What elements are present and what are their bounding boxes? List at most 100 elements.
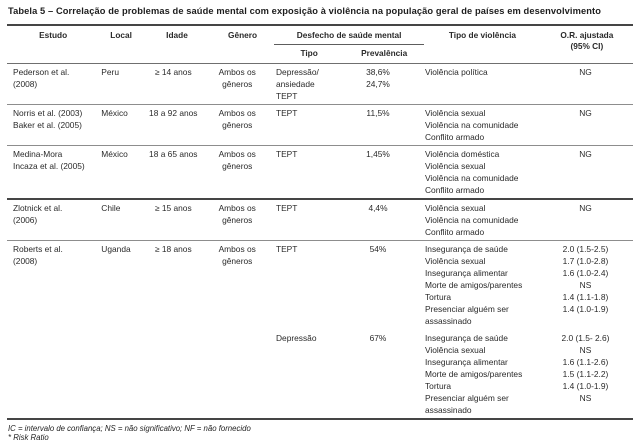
local-value: Uganda: [101, 244, 131, 254]
violence-type-text: Violência na comunidade: [424, 215, 519, 225]
violence-type-text: Insegurança alimentar: [424, 268, 508, 278]
or-value: NG: [579, 108, 592, 118]
or-value: 1.7 (1.0-2.8): [562, 256, 609, 266]
idade-value: 18 a 92 anos: [149, 108, 198, 118]
violence-item: Violência sexual NS: [418, 344, 633, 356]
outcome-block: TEPT 1,45% Violência doméstica NG Violência …: [268, 148, 633, 196]
local-cell: México: [97, 107, 140, 143]
genero-line: gêneros: [222, 161, 253, 171]
idade-value: 18 a 65 anos: [149, 149, 198, 159]
outcome-type-cell: TEPT: [268, 148, 338, 196]
violence-items: Insegurança de saúde 2.0 (1.5- 2.6) Violên…: [418, 332, 633, 416]
idade-cell: ≥ 14 anos: [140, 66, 206, 102]
prevalence-cell: 67%: [338, 332, 418, 416]
violence-item: Violência na comunidade: [418, 119, 633, 131]
violence-item: Tortura 1.4 (1.1-1.8): [418, 291, 633, 303]
outcome-blocks: TEPT 11,5% Violência sexual NG Violência na …: [268, 107, 633, 143]
violence-type-text: Violência doméstica: [424, 149, 500, 159]
violence-type-text: Morte de amigos/parentes: [424, 280, 523, 290]
prevalence-line: 67%: [369, 333, 387, 343]
study-line: Zlotnick et al.: [13, 203, 63, 213]
violence-type-text: Presenciar alguém ser assassinado: [424, 393, 509, 415]
outcome-block: Depressão/ansiedade TEPT 38,6% 24,7% Violênc…: [268, 66, 633, 102]
genero-line: gêneros: [222, 215, 253, 225]
outcome-blocks: TEPT 1,45% Violência doméstica NG Violência …: [268, 148, 633, 196]
study-line: (2008): [13, 79, 38, 89]
violence-item: Violência na comunidade: [418, 172, 633, 184]
violence-type-text: Conflito armado: [424, 132, 485, 142]
local-value: México: [101, 149, 128, 159]
column-group-desfecho: Desfecho de saúde mental Tipo Prevalênci…: [274, 30, 425, 63]
violence-type-text: Violência sexual: [424, 256, 486, 266]
column-group-header-desfecho: Desfecho de saúde mental: [274, 30, 425, 45]
violence-type-text: Violência política: [424, 67, 488, 77]
violence-items: Violência sexual NG Violência na comunidad…: [418, 202, 633, 238]
outcome-block: TEPT 54% Insegurança de saúde 2.0 (1.5-2.5)…: [268, 243, 633, 327]
or-value: 1.5 (1.1-2.2): [562, 369, 609, 379]
violence-item: Conflito armado: [418, 184, 633, 196]
or-value: 2.0 (1.5-2.5): [562, 244, 609, 254]
outcome-type-line: TEPT: [275, 244, 298, 254]
violence-items: Violência política NG: [418, 66, 633, 102]
table-header: Estudo Local Idade Gênero Desfecho de sa…: [7, 26, 633, 64]
or-value: [538, 160, 633, 172]
outcome-type-line: TEPT: [275, 108, 298, 118]
violence-type-text: Violência sexual: [424, 108, 486, 118]
or-header-line1: O.R. ajustada: [560, 30, 614, 40]
idade-cell: ≥ 15 anos: [140, 202, 206, 238]
table-row: Pederson et al. (2008) Peru ≥ 14 anos Ambos …: [7, 64, 633, 105]
table-body: Pederson et al. (2008) Peru ≥ 14 anos Ambos …: [7, 64, 633, 418]
or-value: 1.4 (1.0-1.9): [562, 381, 609, 391]
genero-cell: Ambos os gêneros: [206, 243, 268, 416]
or-value: NS: [579, 280, 592, 290]
footnote-abbreviations: IC = intervalo de confiança; NS = não si…: [8, 424, 251, 433]
outcome-type-line: ansiedade: [275, 79, 315, 89]
prevalence-line: 1,45%: [366, 149, 390, 159]
violence-item: Insegurança alimentar 1.6 (1.0-2.4): [418, 267, 633, 279]
or-header-line2: (95% CI): [570, 41, 604, 51]
idade-cell: 18 a 65 anos: [140, 148, 206, 196]
idade-value: ≥ 18 anos: [154, 244, 192, 254]
genero-line: Ambos os: [218, 108, 256, 118]
column-header-genero: Gênero: [228, 30, 258, 40]
prevalence-line: 38,6%: [366, 67, 390, 77]
violence-item: Insegurança de saúde 2.0 (1.5-2.5): [418, 243, 633, 255]
violence-type-text: Insegurança de saúde: [424, 333, 508, 343]
column-header-local: Local: [110, 30, 132, 40]
or-value: [538, 184, 633, 196]
study-cell: Norris et al. (2003) Baker et al. (2005): [7, 107, 97, 143]
violence-item: Violência na comunidade: [418, 214, 633, 226]
data-table: Estudo Local Idade Gênero Desfecho de sa…: [7, 24, 633, 420]
violence-type-text: Violência sexual: [424, 203, 486, 213]
violence-type-text: Insegurança alimentar: [424, 357, 508, 367]
local-value: Chile: [101, 203, 121, 213]
idade-value: ≥ 14 anos: [154, 67, 192, 77]
violence-type-text: Insegurança de saúde: [424, 244, 508, 254]
or-value: NS: [579, 393, 592, 403]
outcome-type-cell: TEPT: [268, 243, 338, 327]
local-cell: Peru: [97, 66, 140, 102]
or-value: [538, 131, 633, 143]
genero-line: Ambos os: [218, 203, 256, 213]
column-header-idade: Idade: [166, 30, 188, 40]
violence-item: Conflito armado: [418, 226, 633, 238]
column-header-or-ajustada: O.R. ajustada (95% CI): [541, 30, 633, 63]
violence-item: Presenciar alguém ser assassinado 1.4 (1.…: [418, 303, 633, 327]
violence-item: Insegurança alimentar 1.6 (1.1-2.6): [418, 356, 633, 368]
violence-type-text: Violência sexual: [424, 345, 486, 355]
table-footnotes: IC = intervalo de confiança; NS = não si…: [8, 424, 633, 441]
violence-type-text: Conflito armado: [424, 185, 485, 195]
violence-item: Insegurança de saúde 2.0 (1.5- 2.6): [418, 332, 633, 344]
local-cell: México: [97, 148, 140, 196]
genero-cell: Ambos os gêneros: [206, 66, 268, 102]
prevalence-line: 24,7%: [366, 79, 390, 89]
or-value: [538, 172, 633, 184]
or-value: [538, 226, 633, 238]
outcome-type-line: TEPT: [275, 203, 298, 213]
genero-line: Ambos os: [218, 244, 256, 254]
violence-type-text: Morte de amigos/parentes: [424, 369, 523, 379]
violence-type-text: Violência na comunidade: [424, 173, 519, 183]
outcome-type-cell: Depressão: [268, 332, 338, 416]
violence-item: Violência sexual 1.7 (1.0-2.8): [418, 255, 633, 267]
outcome-type-line: Depressão: [275, 333, 317, 343]
